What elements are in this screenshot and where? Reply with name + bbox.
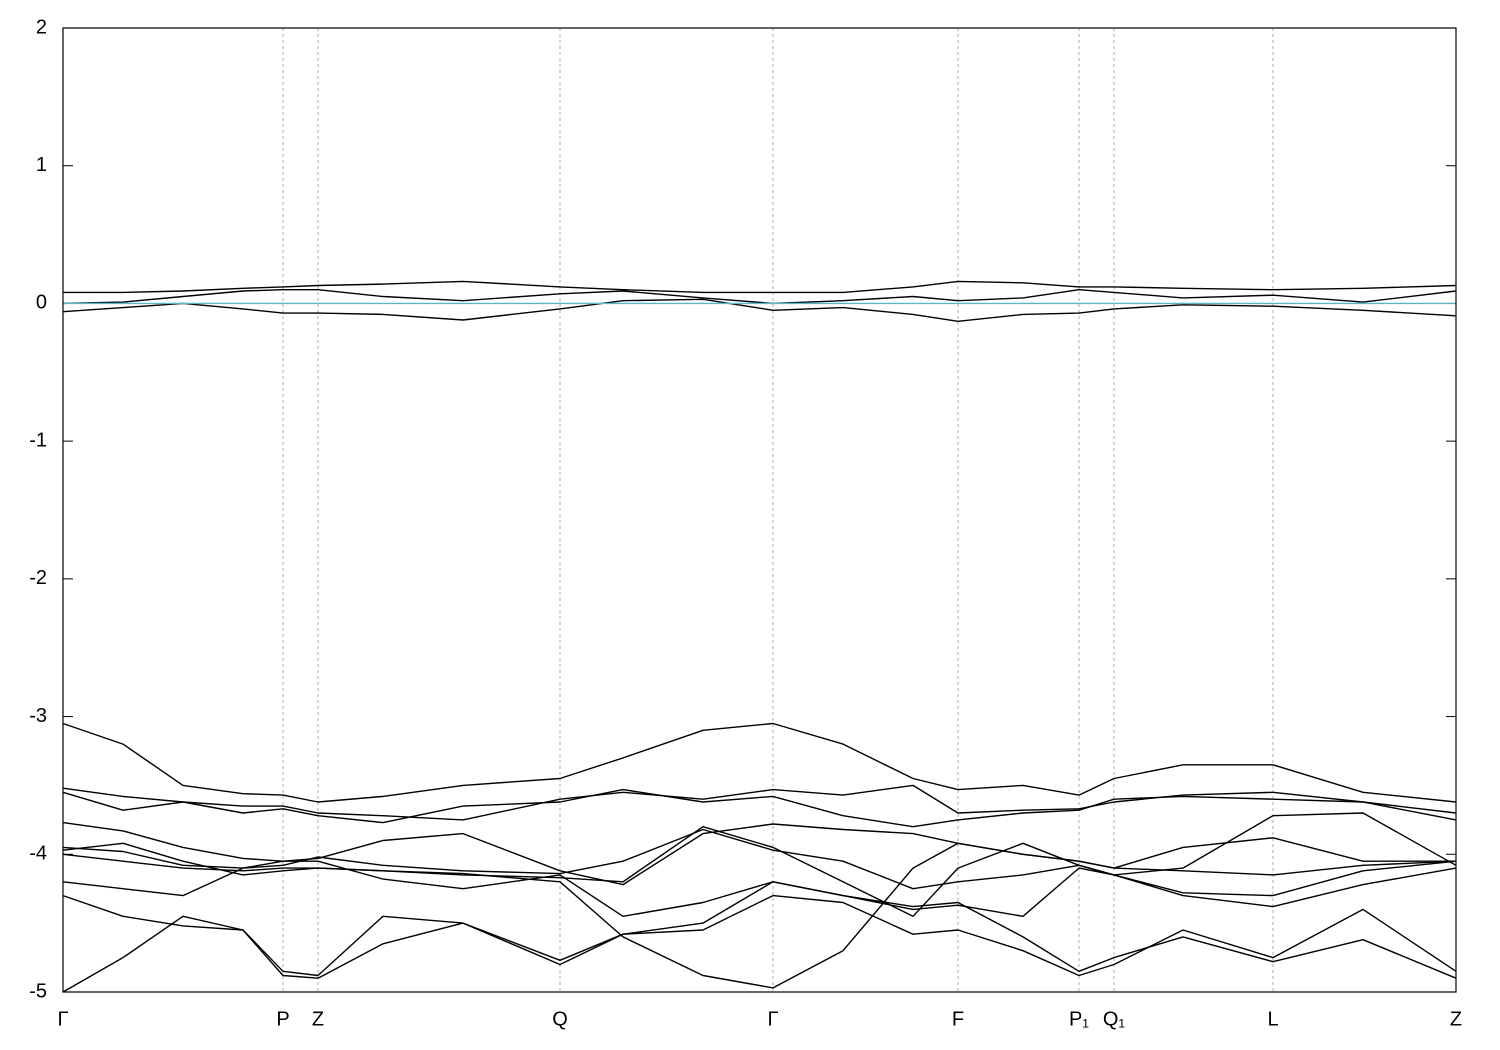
band-line bbox=[62, 826, 1457, 917]
band-line bbox=[62, 812, 1457, 890]
band-line bbox=[62, 298, 1457, 322]
band-line bbox=[63, 280, 1457, 294]
y-tick-label: -5 bbox=[29, 980, 47, 1002]
band-line bbox=[62, 784, 1457, 821]
y-tick-label: -4 bbox=[29, 843, 47, 865]
band-line bbox=[62, 722, 1457, 803]
band-line bbox=[62, 788, 1457, 828]
x-tick-label: Γ bbox=[57, 1008, 68, 1030]
y-tick-label: 1 bbox=[36, 154, 47, 176]
band-line bbox=[62, 842, 1457, 989]
x-tick-label: Γ bbox=[767, 1008, 778, 1030]
y-tick-label: -3 bbox=[29, 705, 47, 727]
x-tick-label: Z bbox=[1450, 1008, 1462, 1030]
y-tick-label: 2 bbox=[36, 16, 47, 38]
x-tick-label: F bbox=[952, 1008, 964, 1030]
x-tick-label: Q bbox=[552, 1008, 568, 1030]
y-tick-label: -2 bbox=[29, 567, 47, 589]
band-line bbox=[62, 881, 1457, 993]
band-line bbox=[62, 289, 1457, 305]
x-tick-label: P bbox=[276, 1008, 289, 1030]
plot-frame bbox=[62, 27, 1457, 993]
y-tick-label: -1 bbox=[29, 429, 47, 451]
band-line bbox=[62, 821, 1456, 886]
band-line bbox=[62, 860, 1457, 917]
x-tick-label: Q₁ bbox=[1103, 1008, 1126, 1030]
x-tick-label: L bbox=[1267, 1008, 1278, 1030]
x-tick-label: P₁ bbox=[1069, 1008, 1089, 1030]
x-tick-label: Z bbox=[312, 1008, 324, 1030]
y-tick-label: 0 bbox=[36, 292, 47, 314]
